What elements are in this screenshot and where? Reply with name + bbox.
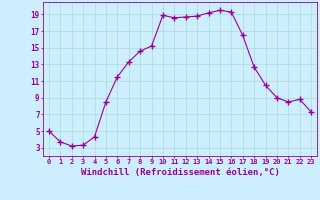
X-axis label: Windchill (Refroidissement éolien,°C): Windchill (Refroidissement éolien,°C): [81, 168, 279, 177]
